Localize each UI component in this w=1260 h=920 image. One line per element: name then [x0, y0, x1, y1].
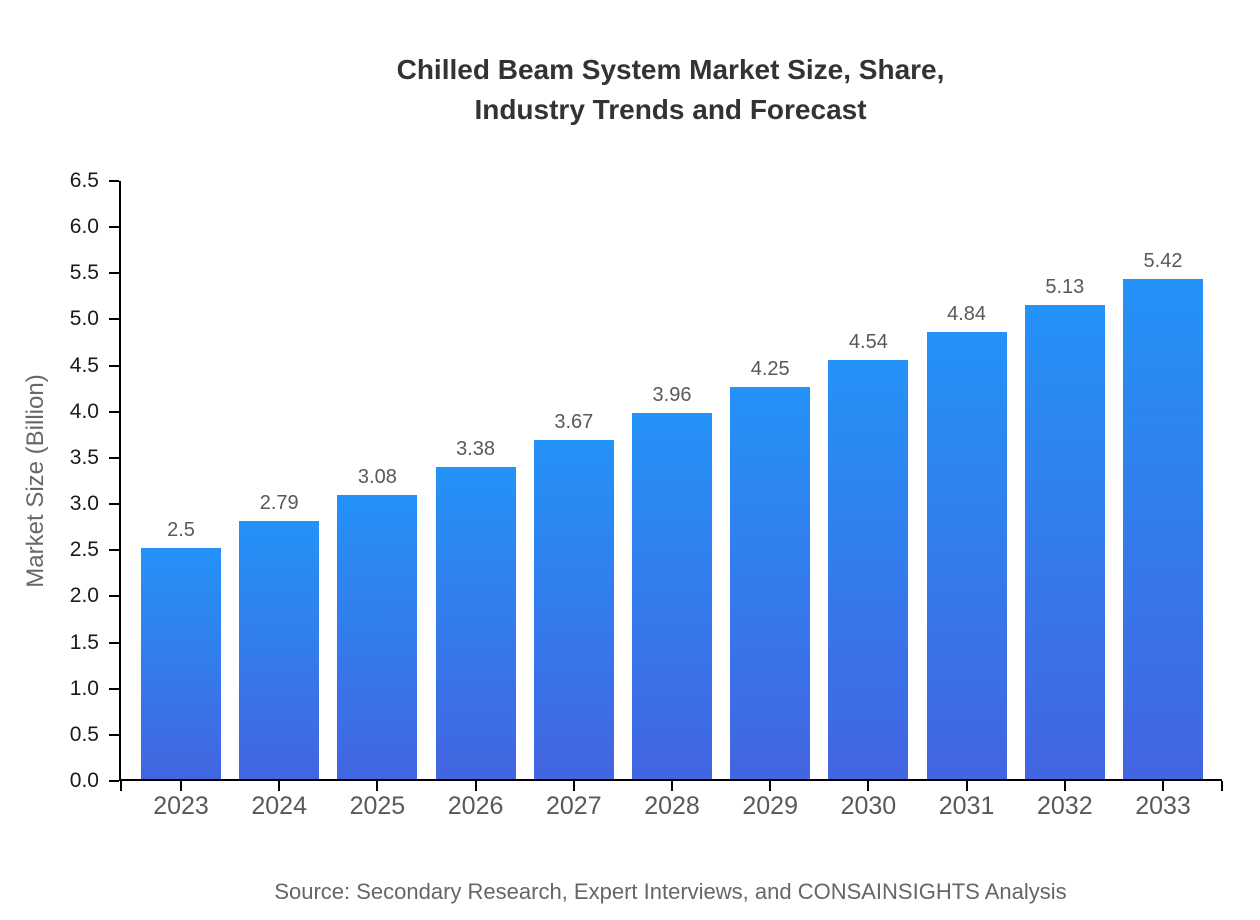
x-axis-tick	[180, 781, 182, 791]
y-axis-tick-label: 4.5	[69, 353, 99, 377]
x-category-label: 2025	[349, 792, 406, 820]
y-axis-tick-label: 4.0	[69, 399, 99, 423]
bar-2028	[632, 413, 712, 779]
x-axis-tick	[278, 781, 281, 791]
x-axis-tick	[1162, 781, 1164, 791]
y-axis-tick-label: 6.0	[69, 215, 99, 239]
x-axis-end-tick	[1221, 781, 1223, 791]
x-category-label: 2026	[447, 792, 504, 820]
chart-title-line-2: Industry Trends and Forecast	[474, 94, 867, 125]
x-axis-tick	[965, 781, 968, 791]
x-category-label: 2024	[251, 792, 307, 820]
y-axis-tick-label: 0.5	[69, 722, 99, 746]
bar-2030	[828, 360, 909, 779]
bar-2023	[141, 548, 221, 779]
y-axis-tick	[109, 595, 119, 598]
x-category-label: 2029	[742, 792, 798, 820]
plot-area: 0.0 0.5 1.0 1.5 2.0 2.5 3.0 3.5 4.0 4.5 5.0 5.5 6.0 6…	[70, 169, 1223, 819]
x-category-label: 2032	[1036, 792, 1093, 820]
x-category-label: 2031	[938, 792, 995, 820]
y-axis-tick	[109, 180, 119, 182]
x-axis-tick	[376, 781, 379, 791]
y-axis-tick	[109, 410, 119, 413]
x-axis-origin-tick	[120, 781, 122, 791]
bar-2029	[730, 387, 811, 779]
bar-value-label: 5.13	[1045, 276, 1085, 298]
y-axis-tick	[109, 549, 119, 552]
y-axis-tick	[109, 641, 119, 644]
bar-2031	[926, 332, 1007, 779]
x-category-label: 2023	[153, 792, 209, 820]
y-axis-tick	[109, 226, 119, 229]
bar-value-label: 3.08	[357, 466, 397, 488]
x-axis-tick	[474, 781, 477, 791]
bar-value-label: 4.54	[848, 331, 888, 353]
y-axis-tick	[109, 503, 119, 506]
y-axis-tick	[109, 272, 119, 275]
y-axis-tick	[109, 318, 119, 321]
x-axis-tick	[769, 781, 772, 791]
y-axis-tick-label: 0.0	[69, 769, 99, 792]
bar-value-label: 3.38	[456, 438, 496, 460]
bar-2032	[1024, 305, 1105, 779]
bar-value-label: 3.67	[554, 411, 594, 433]
bar-2024	[239, 521, 320, 779]
bar-value-label: 2.79	[259, 492, 299, 514]
bar-value-label: 2.5	[167, 519, 195, 541]
y-axis-tick-label: 6.5	[69, 169, 99, 192]
x-axis-tick	[572, 781, 575, 791]
y-axis-tick-label: 3.0	[69, 492, 99, 516]
y-axis-tick	[109, 687, 119, 690]
x-category-label: 2028	[644, 792, 700, 820]
chart-title-line-1: Chilled Beam System Market Size, Share,	[396, 54, 945, 85]
y-axis-tick-label: 1.5	[69, 630, 99, 654]
bar-value-label: 4.25	[750, 358, 790, 380]
bar-2026	[435, 467, 516, 779]
y-axis-tick	[109, 364, 119, 367]
bar-2025	[337, 495, 418, 779]
y-axis-tick-label: 1.0	[69, 676, 99, 700]
chart-title: Chilled Beam System Market Size, Share, …	[119, 50, 1222, 130]
x-axis-tick	[671, 781, 673, 791]
y-axis-tick-label: 5.0	[69, 307, 99, 331]
y-axis-tick	[109, 733, 119, 736]
bar-2033	[1123, 279, 1203, 779]
y-axis-tick	[109, 780, 119, 782]
y-axis-tick-label: 5.5	[69, 261, 99, 285]
bar-value-label: 3.96	[652, 384, 692, 406]
bar-value-label: 5.42	[1143, 250, 1183, 272]
y-axis-tick-label: 2.0	[69, 584, 99, 608]
x-category-label: 2033	[1135, 792, 1191, 820]
y-axis-tick-label: 2.5	[69, 538, 99, 562]
source-caption: Source: Secondary Research, Expert Inter…	[274, 879, 1067, 904]
y-axis-tick-label: 3.5	[69, 445, 99, 469]
x-category-label: 2027	[545, 792, 602, 820]
x-axis-tick	[867, 781, 870, 791]
y-axis-tick	[109, 456, 119, 459]
x-category-label: 2030	[840, 792, 897, 820]
bar-value-label: 4.84	[947, 303, 987, 325]
x-axis-tick	[1063, 781, 1066, 791]
bar-2027	[533, 440, 614, 779]
